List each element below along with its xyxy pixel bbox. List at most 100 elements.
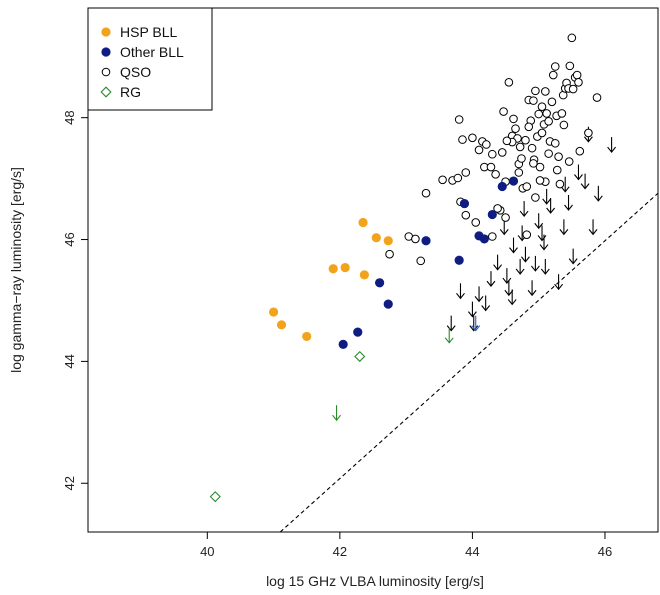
qso-point [511, 124, 520, 133]
upper-limit-arrow [456, 283, 465, 300]
arrow-head [539, 244, 549, 251]
qso-point [458, 135, 467, 144]
qso-point [421, 188, 431, 198]
qso-point [548, 70, 558, 80]
upper-limit-arrow [444, 327, 454, 344]
arrow-head [559, 229, 569, 236]
upper-limit-arrow [467, 301, 477, 318]
arrow-head [568, 258, 578, 265]
y-tick-label: 46 [62, 232, 77, 246]
upper-limit-arrow [537, 225, 547, 242]
qso-point [509, 114, 518, 124]
legend-marker-qso [101, 67, 111, 77]
qso-point [531, 86, 540, 96]
arrow-head [530, 265, 540, 272]
hsp-bll-point [359, 270, 369, 280]
arrow-head [509, 247, 518, 254]
qso-point [542, 109, 551, 118]
qso-point [461, 210, 471, 220]
upper-limit-arrow [539, 234, 549, 251]
arrow-head [607, 146, 617, 153]
qso-point [554, 152, 563, 161]
arrow-head [554, 283, 564, 291]
qso-point [537, 128, 547, 138]
qso-point [572, 70, 582, 80]
qso-point [534, 109, 543, 119]
legend-marker-rg [100, 86, 112, 98]
arrow-head [481, 305, 491, 312]
arrow-head [502, 277, 512, 284]
qso-point [529, 159, 538, 168]
qso-point [550, 138, 560, 148]
y-axis-title: log gamma−ray luminosity [erg/s] [8, 167, 24, 373]
qso-point [544, 117, 553, 126]
hsp-bll-point [302, 331, 312, 342]
upper-limit-arrow [486, 271, 496, 288]
upper-limit-arrow [534, 213, 544, 230]
other-bll-point [479, 234, 489, 244]
arrow-head [499, 229, 509, 236]
arrow-head [456, 292, 465, 300]
x-tick-label: 42 [333, 544, 347, 559]
qso-point [438, 175, 447, 185]
legend-label-hsp-bll: HSP BLL [120, 24, 178, 40]
qso-point [515, 142, 525, 152]
qso-point [482, 140, 491, 149]
arrow-head [486, 280, 496, 288]
arrow-head [588, 229, 598, 236]
upper-limit-arrow [564, 194, 573, 211]
arrow-head [519, 210, 529, 217]
rg-point [354, 350, 366, 363]
arrow-head [467, 311, 477, 318]
arrow-head [493, 264, 503, 271]
legend-marker-hsp-bll [101, 27, 111, 37]
legend: HSP BLL Other BLL QSO RG [87, 7, 213, 111]
legend-marker-other-bll [101, 47, 111, 57]
y-tick-label: 44 [62, 354, 77, 368]
hsp-bll-point [371, 233, 381, 243]
upper-limit-arrow [515, 258, 525, 275]
hsp-bll-point [383, 236, 393, 246]
qso-point [575, 146, 585, 156]
qso-point [524, 122, 534, 132]
upper-limit-arrow [493, 254, 503, 271]
upper-limit-arrow [559, 219, 569, 236]
qso-point [568, 84, 578, 94]
arrow-head [515, 268, 525, 275]
upper-limit-arrow [568, 248, 578, 265]
upper-limit-arrow [332, 405, 341, 422]
upper-limit-arrow [593, 185, 603, 202]
qso-point [385, 249, 394, 259]
arrow-head [471, 325, 481, 332]
upper-limit-arrow [446, 315, 456, 332]
reference-line [279, 192, 659, 533]
qso-point [502, 136, 512, 146]
upper-limit-arrow [519, 201, 529, 217]
qso-point [552, 165, 562, 175]
qso-point [559, 120, 569, 130]
qso-point [474, 145, 484, 155]
axis-ticks: 40 42 44 46 42 44 46 48 [62, 110, 612, 559]
upper-limit-arrow [474, 286, 484, 303]
qso-point [488, 232, 497, 241]
arrow-head [521, 256, 530, 263]
qso-point [547, 97, 557, 107]
arrow-head [527, 289, 537, 297]
arrow-head [583, 136, 593, 143]
upper-limit-arrow [546, 198, 556, 214]
qso-point [567, 33, 577, 43]
x-axis-title: log 15 GHz VLBA luminosity [erg/s] [266, 573, 484, 589]
other-bll-point [454, 255, 464, 265]
other-bll-point [459, 198, 470, 209]
upper-limit-arrow [574, 164, 583, 181]
upper-limit-arrow [588, 219, 598, 236]
upper-limit-arrow [502, 268, 512, 284]
legend-label-other-bll: Other BLL [120, 44, 184, 60]
qso-point [521, 135, 530, 145]
arrow-head [593, 195, 603, 202]
qso-point [411, 234, 420, 244]
qso-point [535, 162, 545, 172]
arrow-head [444, 337, 454, 344]
qso-point [517, 154, 526, 163]
other-bll-point [383, 299, 393, 309]
